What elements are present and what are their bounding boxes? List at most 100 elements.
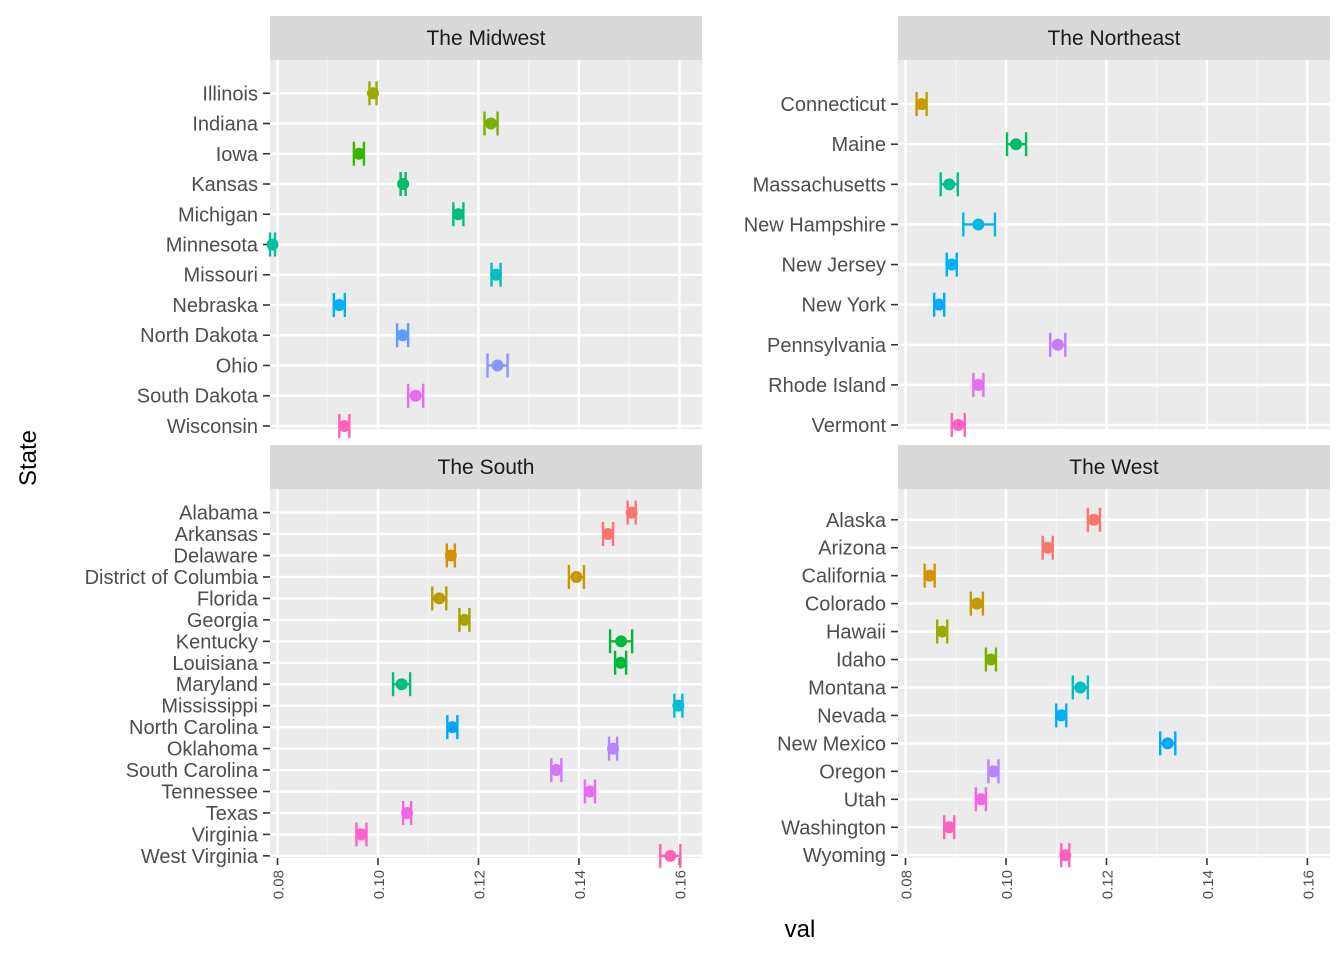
y-tick-label: Kansas xyxy=(191,174,258,196)
facet-panel: The South West VirginiaVirginiaTexasTenne… xyxy=(85,445,702,899)
x-tick-label: 0.16 xyxy=(1300,870,1317,899)
data-point xyxy=(915,98,928,111)
y-tick-label: Wyoming xyxy=(803,845,886,867)
y-axis-title: State xyxy=(15,430,42,486)
data-point xyxy=(409,389,422,402)
y-tick-label: Wisconsin xyxy=(167,416,258,438)
data-point xyxy=(433,592,446,605)
y-tick-label: New York xyxy=(802,295,887,317)
y-tick-label: Oklahoma xyxy=(167,739,259,761)
data-point xyxy=(366,87,379,100)
data-point xyxy=(396,329,409,342)
y-tick-label: Mississippi xyxy=(161,696,258,718)
y-tick-label: Hawaii xyxy=(826,622,886,644)
y-tick-label: Vermont xyxy=(812,415,887,437)
data-point xyxy=(458,613,471,626)
y-tick-label: Oregon xyxy=(819,761,886,783)
data-point xyxy=(970,597,983,610)
data-point xyxy=(1041,541,1054,554)
x-axis-title: val xyxy=(785,916,816,943)
y-tick-label: Georgia xyxy=(187,610,259,632)
data-point xyxy=(352,147,365,160)
data-point xyxy=(625,506,638,519)
y-tick-label: South Dakota xyxy=(137,386,259,408)
facet-strip-label: The West xyxy=(1069,456,1159,479)
panels-group: The Midwest Wisconsin South Dakota Ohio Nort… xyxy=(85,16,1330,899)
data-point xyxy=(570,570,583,583)
panel-background xyxy=(270,489,702,858)
data-point xyxy=(615,635,628,648)
y-tick-label: Connecticut xyxy=(780,94,886,116)
y-tick-label: Indiana xyxy=(192,114,258,136)
data-point xyxy=(672,699,685,712)
y-tick-label: South Carolina xyxy=(126,760,259,782)
y-tick-label: District of Columbia xyxy=(85,567,259,589)
y-tick-label: West Virginia xyxy=(141,846,259,868)
x-tick-label: 0.16 xyxy=(672,870,689,899)
y-tick-label: Idaho xyxy=(836,650,886,672)
data-point xyxy=(952,418,965,431)
data-point xyxy=(333,298,346,311)
x-tick-label: 0.08 xyxy=(271,870,288,899)
data-point xyxy=(945,258,958,271)
data-point xyxy=(446,721,459,734)
y-tick-label: Tennessee xyxy=(161,781,258,803)
y-tick-label: Pennsylvania xyxy=(767,335,887,357)
y-tick-label: Louisiana xyxy=(172,653,259,675)
facet-strip xyxy=(270,445,702,489)
panel-background xyxy=(898,60,1330,429)
data-point xyxy=(397,178,410,191)
data-point xyxy=(923,569,936,582)
y-tick-label: Washington xyxy=(781,817,886,839)
data-point xyxy=(974,793,987,806)
data-point xyxy=(401,806,414,819)
data-point xyxy=(355,828,368,841)
data-point xyxy=(1010,138,1023,151)
y-tick-label: Maine xyxy=(832,134,886,156)
y-tick-label: Nevada xyxy=(817,705,887,727)
data-point xyxy=(936,625,949,638)
data-point xyxy=(943,178,956,191)
data-point xyxy=(984,653,997,666)
data-point xyxy=(1074,681,1087,694)
y-tick-label: Arkansas xyxy=(175,524,258,546)
y-tick-label: Alaska xyxy=(826,510,887,532)
y-tick-label: North Carolina xyxy=(129,717,259,739)
x-tick-label: 0.14 xyxy=(572,870,589,899)
data-point xyxy=(972,378,985,391)
data-point xyxy=(491,359,504,372)
y-tick-label: Rhode Island xyxy=(768,375,886,397)
data-point xyxy=(550,764,563,777)
y-tick-label: New Jersey xyxy=(782,255,886,277)
y-tick-label: Illinois xyxy=(202,83,258,105)
data-point xyxy=(1059,849,1072,862)
panel-background xyxy=(898,489,1330,858)
y-tick-label: Kentucky xyxy=(176,631,258,653)
data-point xyxy=(943,821,956,834)
facet-panel: The West Wyoming Washington Utah Oregon New M… xyxy=(777,445,1330,899)
y-tick-label: Massachusetts xyxy=(753,174,886,196)
data-point xyxy=(614,656,627,669)
y-tick-label: Nebraska xyxy=(172,295,258,317)
data-point xyxy=(583,785,596,798)
data-point xyxy=(972,218,985,231)
y-tick-label: Colorado xyxy=(805,594,886,616)
data-point xyxy=(987,765,1000,778)
x-tick-label: 0.08 xyxy=(899,870,916,899)
x-tick-label: 0.10 xyxy=(371,870,388,899)
data-point xyxy=(933,298,946,311)
facet-strip-label: The South xyxy=(438,456,535,479)
data-point xyxy=(664,849,677,862)
facet-strip xyxy=(898,445,1330,489)
data-point xyxy=(266,238,279,251)
y-tick-label: California xyxy=(802,566,887,588)
data-point xyxy=(395,678,408,691)
y-tick-label: Ohio xyxy=(216,355,258,377)
data-point xyxy=(338,419,351,432)
data-point xyxy=(444,549,457,562)
y-tick-label: Iowa xyxy=(216,144,259,166)
y-tick-label: Arizona xyxy=(818,538,887,560)
y-tick-label: Montana xyxy=(808,677,887,699)
data-point xyxy=(1051,338,1064,351)
y-tick-label: North Dakota xyxy=(140,325,259,347)
